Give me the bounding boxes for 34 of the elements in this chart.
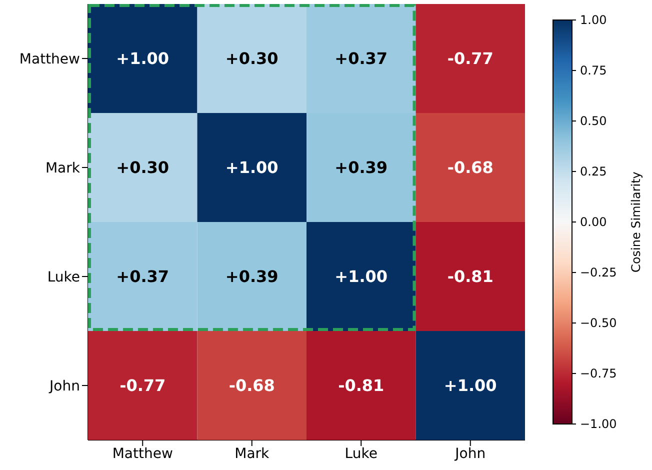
color-bar-label: −0.75	[580, 366, 617, 380]
data-label: -0.77	[120, 376, 166, 395]
data-label: +1.00	[225, 158, 278, 177]
data-label: -0.81	[447, 267, 494, 286]
data-label: +0.39	[334, 158, 388, 177]
color-bar-label: 0.00	[580, 215, 607, 229]
data-label: +0.30	[225, 49, 278, 68]
x-tick-label: Matthew	[112, 446, 173, 462]
color-bar-label: −1.00	[580, 417, 617, 431]
color-bar-label: 0.75	[580, 64, 607, 78]
data-label: -0.81	[338, 376, 384, 395]
y-tick-label: Mark	[45, 160, 81, 176]
color-bar-label: 1.00	[580, 13, 607, 27]
color-bar-label: −0.25	[580, 266, 617, 280]
x-tick-label: Luke	[344, 446, 378, 462]
data-label: +1.00	[334, 267, 388, 286]
data-label: +1.00	[444, 376, 497, 395]
data-label: +0.30	[116, 158, 170, 177]
y-tick-label: Luke	[47, 269, 80, 286]
data-label: +0.39	[225, 267, 278, 286]
color-bar-label: 0.25	[580, 164, 607, 178]
data-label: +0.37	[334, 49, 388, 68]
data-label: +1.00	[116, 49, 170, 68]
color-bar-title: Cosine Similarity	[629, 172, 643, 272]
y-tick-label: Matthew	[19, 51, 80, 68]
data-label: -0.68	[447, 158, 494, 177]
data-label: +0.37	[116, 267, 170, 286]
data-label: -0.68	[228, 376, 275, 395]
color-bar-label: 0.50	[580, 114, 607, 128]
data-label: -0.77	[447, 49, 494, 68]
x-tick-label: John	[454, 446, 486, 462]
x-tick-label: Mark	[234, 446, 270, 462]
y-tick-label: John	[48, 378, 80, 394]
color-bar-label: −0.50	[580, 316, 617, 330]
